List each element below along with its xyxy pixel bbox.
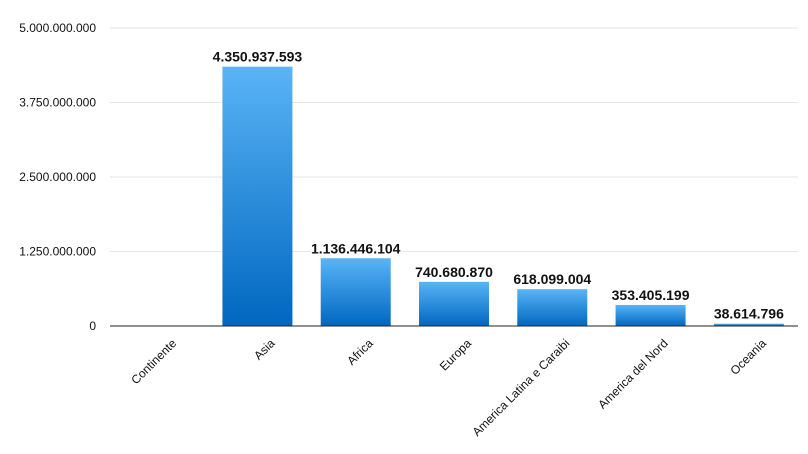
- y-tick-label: 2.500.000.000: [19, 170, 96, 184]
- bars: [222, 66, 784, 327]
- y-tick-label: 1.250.000.000: [19, 245, 96, 259]
- data-label: 353.405.199: [612, 287, 690, 303]
- data-label: 740.680.870: [415, 264, 493, 280]
- y-tick-label: 0: [89, 319, 96, 333]
- bar-3: [419, 281, 489, 326]
- x-tick-label: Continente: [128, 336, 179, 387]
- bar-6: [713, 323, 784, 326]
- x-tick-label: America Latina e Caraibi: [470, 336, 573, 439]
- x-tick-label: Europa: [437, 336, 474, 373]
- data-label: 4.350.937.593: [213, 49, 303, 65]
- bar-2: [320, 258, 391, 326]
- x-tick-label: Africa: [344, 336, 376, 368]
- y-tick-label: 5.000.000.000: [19, 21, 96, 35]
- bar-1: [222, 66, 293, 327]
- y-axis-ticks: 0 1.250.000.000 2.500.000.000 3.750.000.000…: [19, 21, 96, 333]
- x-tick-label: America del Nord: [595, 336, 670, 411]
- y-tick-label: 3.750.000.000: [19, 96, 96, 110]
- x-tick-label: Oceania: [727, 336, 769, 378]
- bar-5: [615, 304, 686, 326]
- bar-4: [517, 289, 588, 326]
- data-label: 618.099.004: [513, 271, 591, 287]
- data-labels: 4.350.937.593 1.136.446.104 740.680.870 618…: [211, 47, 785, 323]
- data-label: 38.614.796: [714, 306, 784, 322]
- data-label: 1.136.446.104: [311, 240, 401, 256]
- x-tick-label: Asia: [251, 336, 278, 363]
